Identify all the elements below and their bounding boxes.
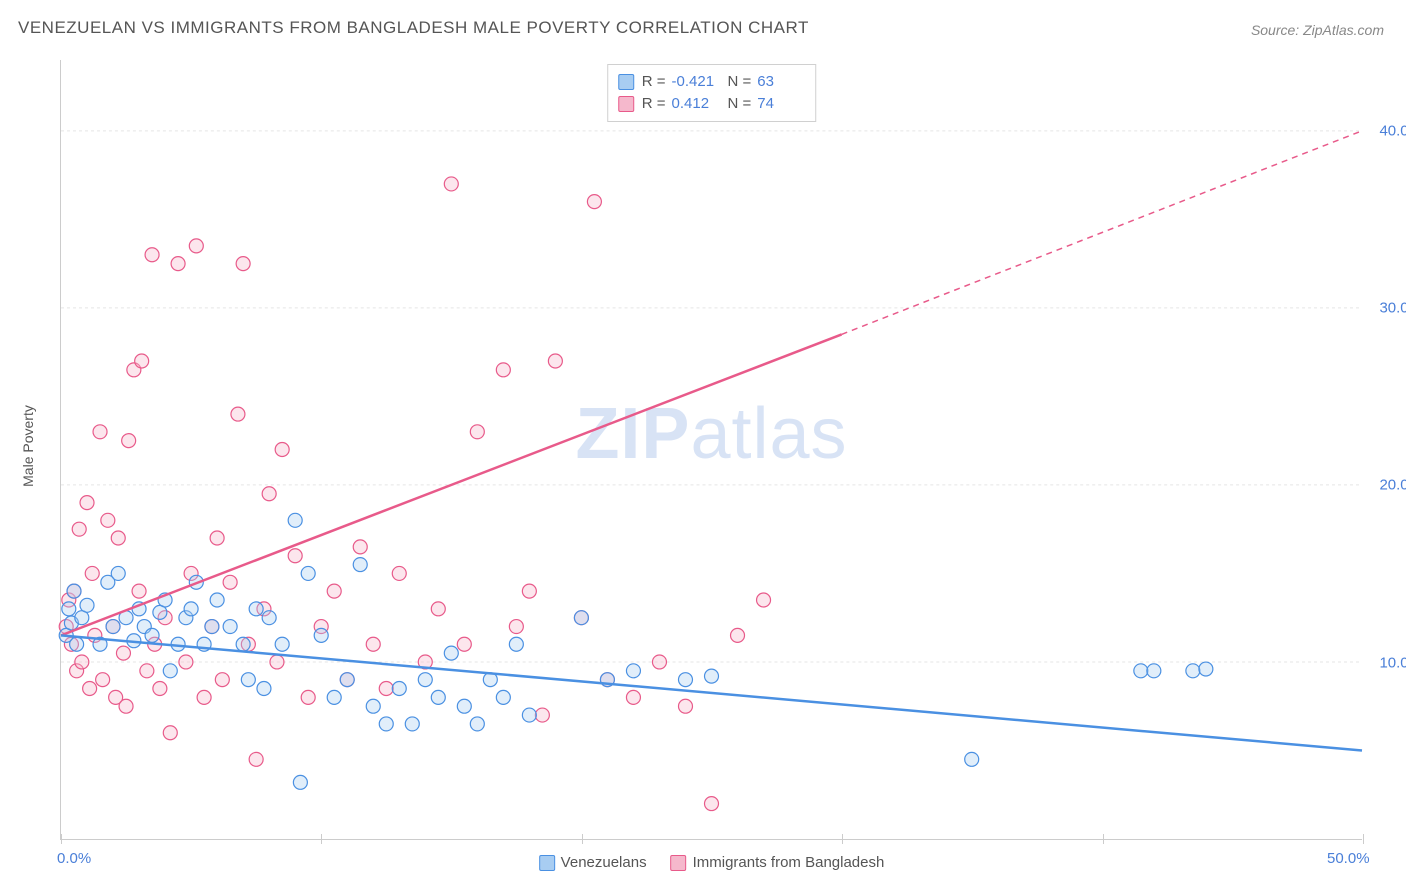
x-tick: [321, 834, 322, 844]
source-attribution: Source: ZipAtlas.com: [1251, 22, 1384, 38]
legend-item-bangladesh: Immigrants from Bangladesh: [671, 854, 885, 871]
x-tick: [1363, 834, 1364, 844]
y-tick-label: 40.0%: [1379, 122, 1406, 139]
legend-label-bangladesh: Immigrants from Bangladesh: [693, 854, 885, 871]
n-label: N =: [728, 71, 752, 93]
x-tick: [842, 834, 843, 844]
chart-container: VENEZUELAN VS IMMIGRANTS FROM BANGLADESH…: [0, 0, 1406, 892]
n-value-venezuelans: 63: [757, 71, 805, 93]
r-value-venezuelans: -0.421: [672, 71, 720, 93]
series-legend: Venezuelans Immigrants from Bangladesh: [539, 854, 885, 871]
x-tick: [1103, 834, 1104, 844]
x-tick-label: 50.0%: [1327, 850, 1370, 867]
swatch-venezuelans: [618, 74, 634, 90]
n-label: N =: [728, 93, 752, 115]
legend-label-venezuelans: Venezuelans: [561, 854, 647, 871]
legend-item-venezuelans: Venezuelans: [539, 854, 647, 871]
y-tick-label: 20.0%: [1379, 477, 1406, 494]
n-value-bangladesh: 74: [757, 93, 805, 115]
chart-title: VENEZUELAN VS IMMIGRANTS FROM BANGLADESH…: [18, 18, 809, 38]
x-tick: [582, 834, 583, 844]
r-label: R =: [642, 93, 666, 115]
swatch-venezuelans: [539, 855, 555, 871]
swatch-bangladesh: [618, 96, 634, 112]
y-tick-label: 30.0%: [1379, 300, 1406, 317]
stats-row-venezuelans: R = -0.421 N = 63: [618, 71, 806, 93]
plot-area: ZIPatlas R = -0.421 N = 63 R = 0.412 N =…: [60, 60, 1362, 840]
y-axis-label: Male Poverty: [20, 405, 36, 487]
x-tick: [61, 834, 62, 844]
x-tick-label: 0.0%: [57, 850, 91, 867]
r-label: R =: [642, 71, 666, 93]
swatch-bangladesh: [671, 855, 687, 871]
stats-row-bangladesh: R = 0.412 N = 74: [618, 93, 806, 115]
r-value-bangladesh: 0.412: [672, 93, 720, 115]
stats-legend: R = -0.421 N = 63 R = 0.412 N = 74: [607, 64, 817, 122]
plot-svg: [61, 60, 1362, 839]
y-tick-label: 10.0%: [1379, 654, 1406, 671]
